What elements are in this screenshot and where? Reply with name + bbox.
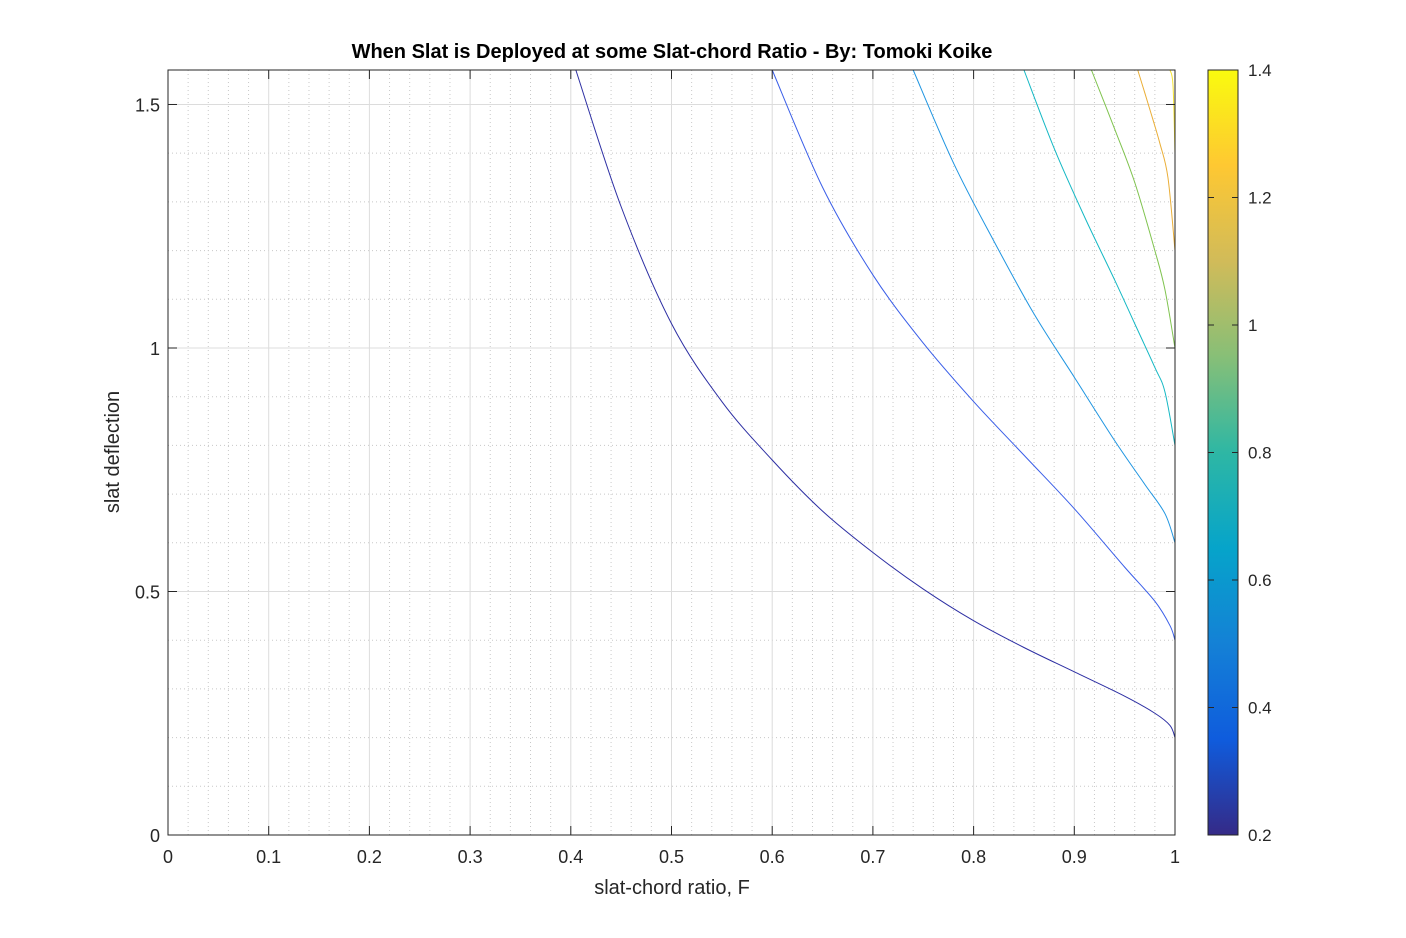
y-tick-label: 0 [150,826,160,846]
contour-line-1-2 [1137,69,1176,251]
y-axis-label: slat deflection [102,391,124,513]
contour-line-0-4 [771,69,1176,641]
chart-title: When Slat is Deployed at some Slat-chord… [352,41,993,63]
colorbar-tick-label: 1.4 [1248,61,1272,80]
x-tick-label: 1 [1170,847,1180,867]
colorbar: 0.2 0.4 0.6 0.8 1 1.2 1.4 [1207,61,1272,845]
x-tick-label: 0.6 [760,847,785,867]
x-tick-label: 0.7 [860,847,885,867]
x-tick-label: 0.9 [1062,847,1087,867]
x-tick-label: 0.8 [961,847,986,867]
x-axis-ticks: 0 0.1 0.2 0.3 0.4 0.5 0.6 0.7 0.8 0.9 1 [163,70,1180,867]
contour-line-1 [1090,69,1176,349]
x-tick-label: 0 [163,847,173,867]
colorbar-tick-label: 0.8 [1248,444,1272,463]
colorbar-tick-label: 1 [1248,316,1257,335]
y-axis-ticks: 0 0.5 1 1.5 [135,95,1175,846]
plot-area: 0 0.1 0.2 0.3 0.4 0.5 0.6 0.7 0.8 0.9 1 0 0.5 1 1.5 [135,69,1180,867]
x-tick-label: 0.1 [256,847,281,867]
colorbar-tick-label: 0.6 [1248,571,1272,590]
x-tick-label: 0.2 [357,847,382,867]
x-axis-label: slat-chord ratio, F [594,877,750,899]
x-tick-label: 0.3 [458,847,483,867]
x-tick-label: 0.4 [558,847,583,867]
colorbar-ticks: 0.2 0.4 0.6 0.8 1 1.2 1.4 [1208,61,1272,845]
x-tick-label: 0.5 [659,847,684,867]
y-tick-label: 0.5 [135,582,160,602]
y-tick-label: 1.5 [135,95,160,115]
colorbar-tick-label: 0.4 [1248,699,1272,718]
contour-lines [575,69,1176,738]
y-tick-label: 1 [150,339,160,359]
major-grid [168,70,1175,835]
contour-line-0-2 [575,69,1176,738]
contour-line-0-8 [1023,69,1176,446]
contour-line-0-6 [912,69,1176,543]
colorbar-tick-label: 0.2 [1248,826,1272,845]
colorbar-tick-label: 1.2 [1248,189,1272,208]
